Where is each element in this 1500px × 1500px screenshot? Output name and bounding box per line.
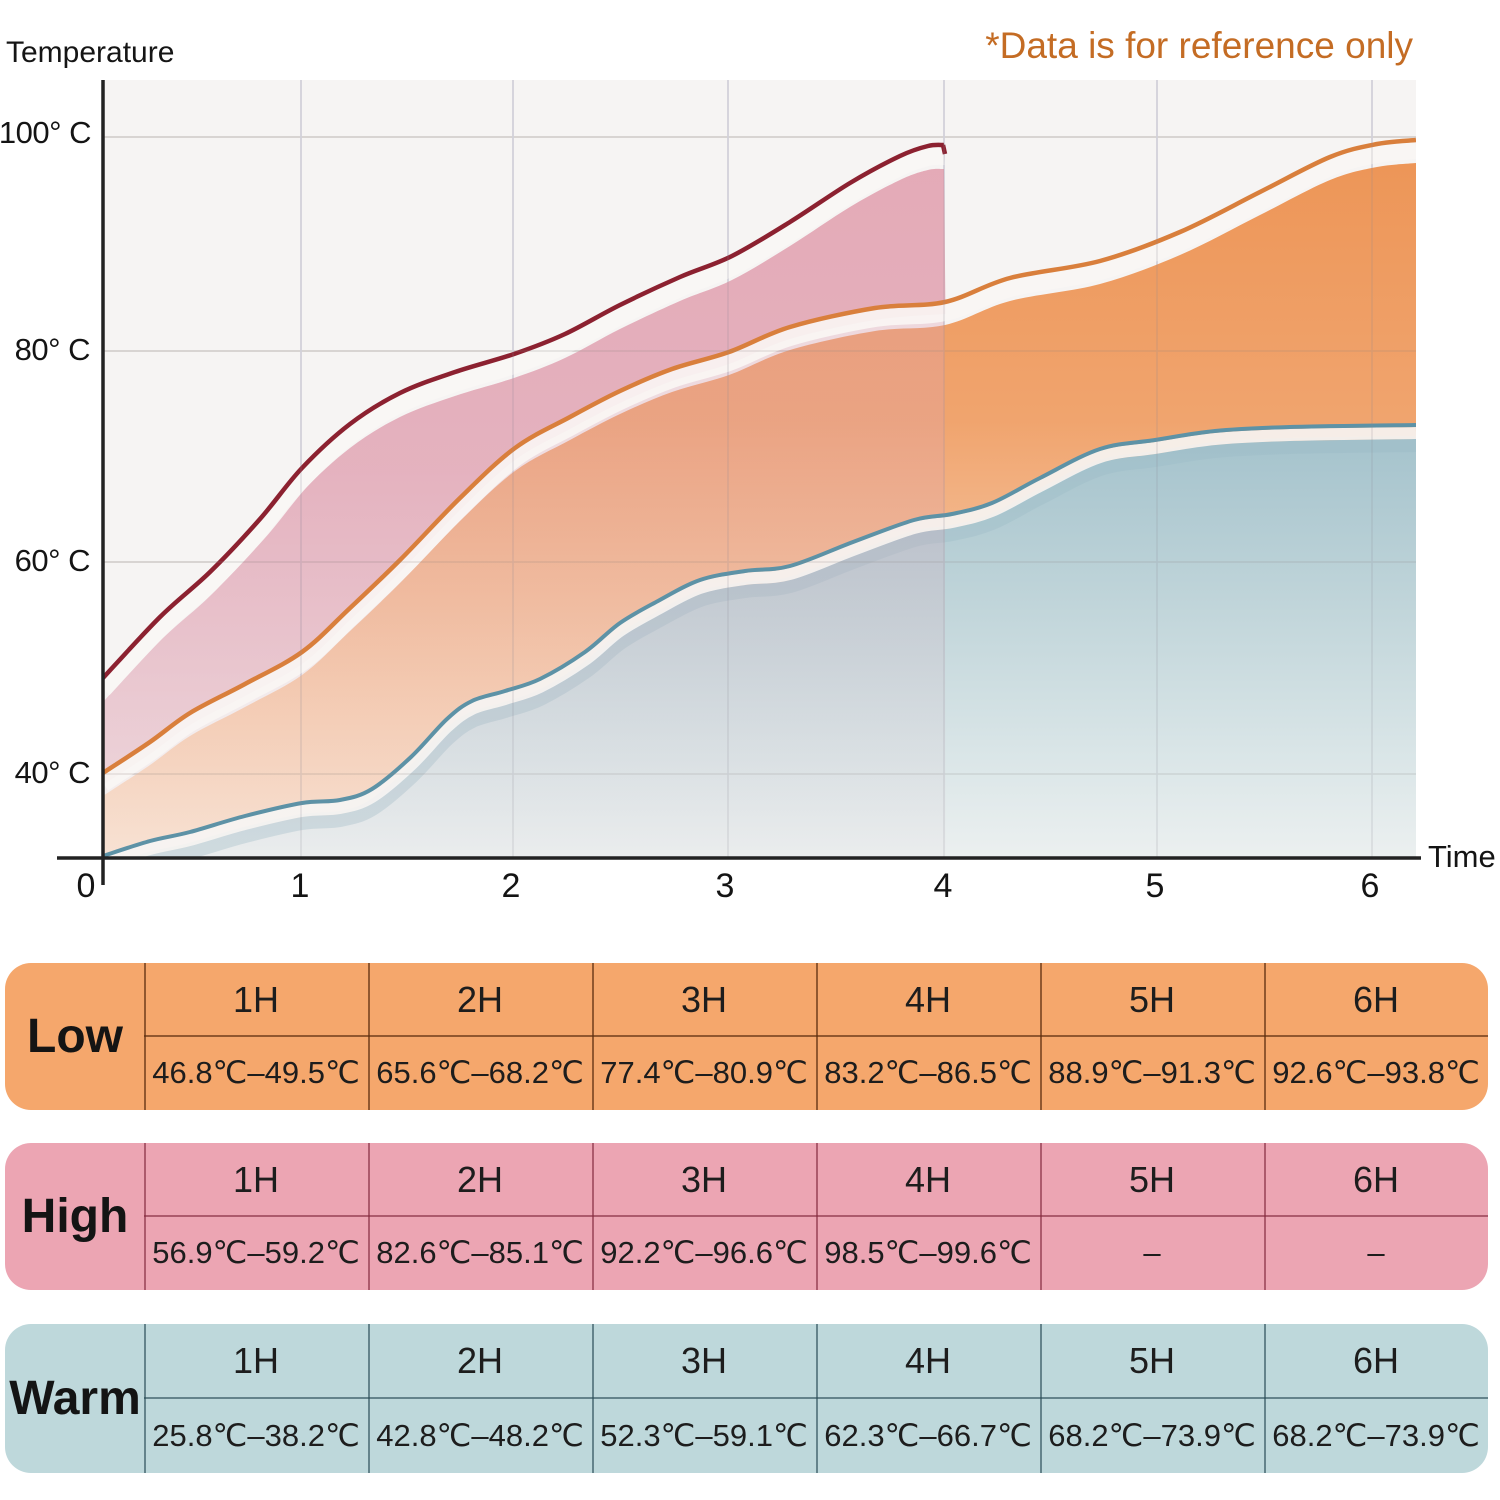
svg-text:80° C: 80° C	[15, 332, 90, 367]
svg-text:Temperature: Temperature	[6, 36, 174, 69]
svg-text:40° C: 40° C	[15, 755, 90, 790]
svg-text:1: 1	[291, 867, 310, 905]
svg-text:4: 4	[934, 867, 953, 905]
svg-text:Time: Time	[1428, 839, 1496, 874]
svg-text:60° C: 60° C	[15, 543, 90, 578]
svg-text:2: 2	[502, 867, 521, 905]
svg-text:6: 6	[1361, 867, 1380, 905]
svg-text:3: 3	[716, 867, 735, 905]
svg-text:*Data is for reference only: *Data is for reference only	[985, 25, 1413, 66]
svg-text:5: 5	[1146, 867, 1165, 905]
svg-text:0: 0	[77, 867, 96, 905]
svg-text:100° C: 100° C	[0, 115, 91, 150]
